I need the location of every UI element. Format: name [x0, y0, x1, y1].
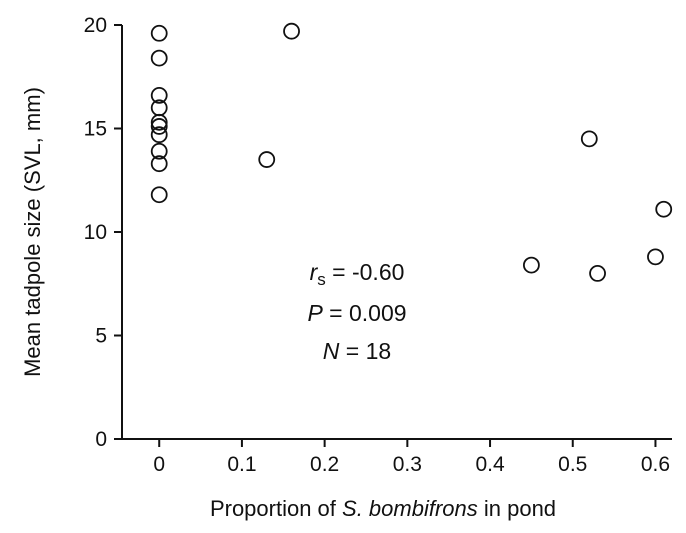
x-tick-label: 0.2	[310, 453, 339, 476]
statistics-annotation: rs = -0.60 P = 0.009 N = 18	[307, 259, 406, 364]
y-tick-label: 0	[95, 428, 107, 451]
x-axis-title-species: S. bombifrons	[342, 496, 478, 521]
rs-subscript: s	[317, 270, 326, 289]
data-point	[150, 49, 168, 67]
data-point	[580, 130, 598, 148]
x-tick-label: 0.3	[393, 453, 422, 476]
y-ticks: 0 5 10 15 20	[84, 14, 122, 451]
x-axis-title-suffix: in pond	[478, 496, 556, 521]
data-point	[522, 256, 540, 274]
data-point	[589, 264, 606, 282]
p-symbol: P	[307, 300, 323, 326]
y-tick-label: 20	[84, 14, 107, 37]
data-point	[150, 126, 168, 144]
rs-value: = -0.60	[326, 259, 405, 285]
rs-statistic: rs = -0.60	[310, 259, 405, 289]
n-statistic: N = 18	[323, 338, 391, 364]
x-tick-label: 0.6	[641, 453, 670, 476]
rs-symbol: r	[310, 259, 319, 285]
x-tick-label: 0.4	[475, 453, 505, 476]
data-point	[150, 155, 168, 173]
p-value: = 0.009	[323, 300, 407, 326]
x-tick-label: 0.1	[227, 453, 256, 476]
data-point	[150, 118, 168, 135]
data-point	[150, 142, 168, 160]
data-point	[150, 86, 168, 104]
n-value: = 18	[339, 338, 391, 364]
data-point	[647, 248, 664, 266]
x-tick-label: 0	[153, 453, 165, 476]
x-ticks: 0 0.1 0.2 0.3 0.4 0.5 0.6	[153, 439, 670, 476]
data-point	[258, 151, 276, 168]
data-point	[655, 200, 673, 218]
y-tick-label: 10	[84, 221, 107, 244]
data-points	[150, 22, 673, 282]
x-axis-title-prefix: Proportion of	[210, 496, 342, 521]
n-symbol: N	[323, 338, 340, 364]
p-statistic: P = 0.009	[307, 300, 406, 326]
x-axis-title: Proportion of S. bombifrons in pond	[210, 496, 556, 521]
data-point	[150, 113, 168, 131]
y-axis-title: Mean tadpole size (SVL, mm)	[20, 87, 45, 377]
data-point	[150, 186, 168, 204]
y-tick-label: 15	[84, 118, 107, 141]
axes	[121, 25, 672, 440]
y-tick-label: 5	[95, 325, 107, 348]
data-point	[283, 22, 300, 40]
data-point	[150, 24, 168, 42]
x-tick-label: 0.5	[558, 453, 587, 476]
